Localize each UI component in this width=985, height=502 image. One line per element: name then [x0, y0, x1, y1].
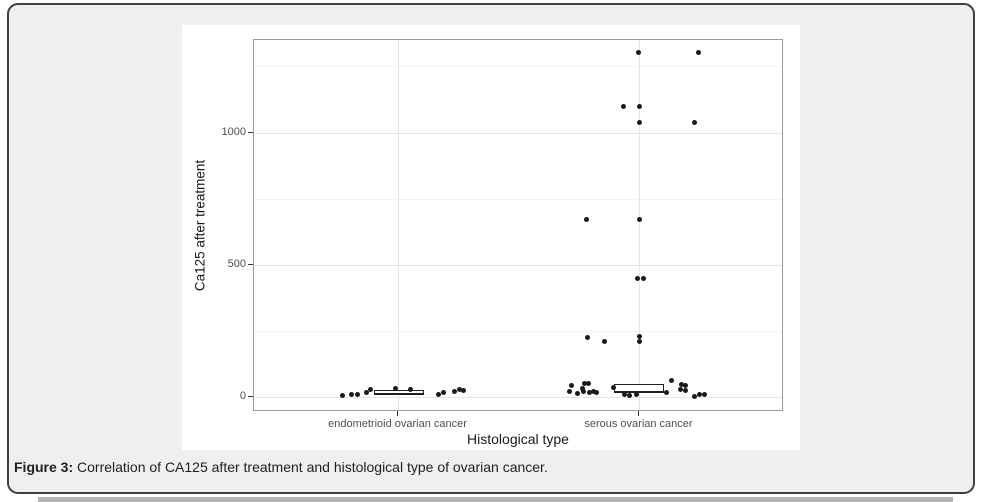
figure-caption-text: Correlation of CA125 after treatment and…: [73, 459, 548, 475]
figure-caption-label: Figure 3:: [14, 459, 74, 475]
data-point: [408, 386, 414, 392]
data-point: [621, 392, 627, 398]
gridline-minor: [254, 198, 782, 200]
data-point: [663, 389, 669, 395]
data-point: [461, 387, 467, 393]
gridline-major: [254, 396, 782, 398]
data-point: [441, 390, 447, 396]
y-tick-mark: [248, 263, 253, 265]
data-point: [583, 216, 589, 222]
bottom-divider: [38, 497, 953, 502]
boxplot: [373, 390, 424, 395]
data-point: [678, 381, 684, 387]
figure-image: Ca125 after treatment Histological type …: [182, 25, 800, 450]
data-point: [636, 216, 642, 222]
data-point: [691, 120, 697, 126]
data-point: [601, 339, 607, 345]
y-tick-label: 500: [227, 257, 246, 270]
plot-panel: [253, 39, 783, 411]
boxplot-median-line: [615, 390, 664, 393]
data-point: [634, 275, 640, 281]
data-point: [355, 392, 361, 398]
gridline-minor: [254, 330, 782, 332]
data-point: [695, 49, 701, 55]
data-point: [566, 389, 572, 395]
data-point: [590, 389, 596, 395]
data-point: [636, 338, 642, 344]
data-point: [452, 389, 458, 395]
x-tick-mark: [397, 411, 399, 416]
data-point: [636, 334, 642, 340]
data-point: [677, 387, 683, 393]
data-point: [620, 103, 626, 109]
data-point: [568, 383, 574, 389]
data-point: [436, 391, 442, 397]
data-point: [584, 334, 590, 340]
data-point: [579, 386, 585, 392]
data-point: [364, 390, 370, 396]
data-point: [340, 393, 346, 399]
data-point: [633, 392, 639, 398]
gridline-major: [254, 132, 782, 134]
y-tick-label: 0: [239, 389, 246, 402]
x-category-label: endometrioid ovarian cancer: [328, 418, 467, 430]
data-point: [640, 275, 646, 281]
y-axis-title: Ca125 after treatment: [192, 159, 208, 292]
y-tick-mark: [248, 395, 253, 397]
data-point: [349, 392, 355, 398]
data-point: [682, 388, 688, 394]
data-point: [635, 49, 641, 55]
y-tick-label: 1000: [221, 125, 246, 138]
data-point: [368, 386, 374, 392]
data-point: [586, 390, 592, 396]
gridline-major: [254, 264, 782, 266]
boxplot-median-line: [374, 392, 423, 395]
data-point: [691, 394, 697, 400]
data-point: [636, 103, 642, 109]
data-point: [457, 386, 463, 392]
data-point: [668, 378, 674, 384]
data-point: [682, 382, 688, 388]
data-point: [585, 381, 591, 387]
y-tick-mark: [248, 131, 253, 133]
data-point: [580, 389, 586, 395]
data-point: [610, 384, 616, 390]
data-point: [393, 385, 399, 391]
gridline-category: [398, 40, 400, 410]
x-axis-title: Histological type: [467, 431, 569, 447]
x-category-label: serous ovarian cancer: [584, 418, 693, 430]
data-point: [581, 381, 587, 387]
data-point: [701, 392, 707, 398]
data-point: [626, 393, 632, 399]
data-point: [593, 389, 599, 395]
data-point: [574, 391, 580, 397]
gridline-category: [638, 40, 640, 410]
figure-caption: Figure 3: Correlation of CA125 after tre…: [14, 459, 954, 475]
data-point: [636, 119, 642, 125]
data-point: [696, 392, 702, 398]
gridline-minor: [254, 66, 782, 68]
x-tick-mark: [637, 411, 639, 416]
